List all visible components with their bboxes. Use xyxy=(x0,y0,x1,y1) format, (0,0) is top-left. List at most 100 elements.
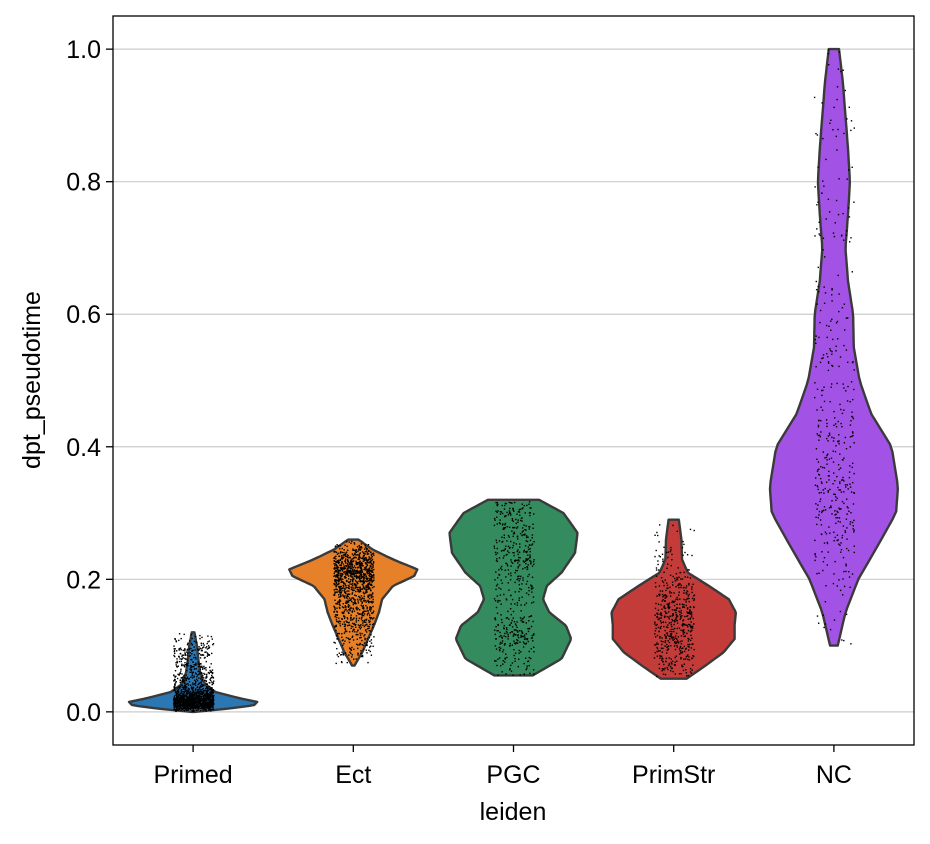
data-point xyxy=(344,591,346,593)
data-point xyxy=(524,512,526,514)
data-point xyxy=(177,694,179,696)
data-point xyxy=(684,576,686,578)
data-point xyxy=(667,556,669,559)
data-point xyxy=(661,590,664,592)
data-point xyxy=(203,677,205,679)
data-point xyxy=(687,658,689,661)
data-point xyxy=(193,705,195,707)
data-point xyxy=(196,691,198,693)
data-point xyxy=(852,361,854,363)
data-point xyxy=(176,705,179,707)
data-point xyxy=(336,567,338,569)
data-point xyxy=(347,549,349,551)
data-point xyxy=(212,695,214,697)
data-point xyxy=(660,617,662,619)
data-point xyxy=(364,634,366,636)
data-point xyxy=(363,573,366,575)
data-point xyxy=(839,403,841,406)
data-point xyxy=(203,657,206,659)
data-point xyxy=(201,636,203,639)
data-point xyxy=(524,567,526,569)
data-point xyxy=(688,623,690,626)
data-point xyxy=(815,477,817,479)
data-point xyxy=(361,632,363,635)
data-point xyxy=(209,699,212,701)
data-point xyxy=(358,617,361,619)
data-point xyxy=(849,241,851,243)
data-point xyxy=(666,612,668,614)
data-point xyxy=(827,198,830,200)
data-point xyxy=(347,560,349,562)
data-point xyxy=(533,673,535,675)
data-point xyxy=(367,570,370,573)
data-point xyxy=(524,529,526,531)
data-point xyxy=(351,540,353,543)
x-axis-label: leiden xyxy=(480,798,547,826)
data-point xyxy=(840,70,842,73)
data-point xyxy=(189,692,192,695)
data-point xyxy=(682,665,684,668)
data-point xyxy=(207,641,209,643)
data-point xyxy=(179,707,181,709)
data-point xyxy=(341,556,343,558)
data-point xyxy=(516,569,519,572)
data-point xyxy=(370,645,372,647)
data-point xyxy=(517,549,519,551)
data-point xyxy=(834,450,837,453)
data-point xyxy=(338,617,340,619)
data-point xyxy=(676,578,679,581)
data-point xyxy=(340,572,343,575)
data-point xyxy=(664,597,666,599)
data-point xyxy=(357,619,360,622)
data-point xyxy=(831,294,833,296)
data-point xyxy=(497,599,499,602)
data-point xyxy=(825,419,828,421)
data-point xyxy=(683,592,685,594)
data-point xyxy=(656,615,658,618)
data-point xyxy=(341,636,343,638)
data-point xyxy=(656,675,658,678)
data-point xyxy=(369,640,371,642)
data-point xyxy=(522,635,524,638)
data-point xyxy=(503,527,506,530)
data-point xyxy=(179,703,181,705)
data-point xyxy=(847,207,850,209)
data-point xyxy=(817,517,819,519)
data-point xyxy=(664,629,666,632)
data-point xyxy=(182,699,184,701)
data-point xyxy=(352,576,354,578)
data-point xyxy=(840,408,842,411)
data-point xyxy=(693,606,695,608)
data-point xyxy=(202,701,204,704)
data-point xyxy=(670,623,672,626)
data-point xyxy=(836,98,838,101)
data-point xyxy=(509,643,511,645)
data-point xyxy=(343,595,345,598)
data-point xyxy=(200,692,202,695)
data-point xyxy=(178,673,180,676)
data-point xyxy=(205,695,207,697)
data-point xyxy=(338,620,341,622)
data-point xyxy=(200,690,202,692)
data-point xyxy=(173,680,175,682)
data-point xyxy=(359,546,362,548)
data-point xyxy=(360,600,362,602)
data-point xyxy=(357,558,359,560)
data-point xyxy=(666,584,669,586)
data-point xyxy=(344,554,346,556)
data-point xyxy=(691,586,693,588)
data-point xyxy=(187,660,189,662)
data-point xyxy=(533,646,535,648)
data-point xyxy=(344,597,346,599)
data-point xyxy=(516,513,518,515)
data-point xyxy=(510,514,512,516)
y-tick-label: 0.4 xyxy=(66,434,101,462)
data-point xyxy=(366,563,368,565)
data-point xyxy=(357,644,359,646)
data-point xyxy=(354,575,356,578)
data-point xyxy=(196,703,198,706)
data-point xyxy=(368,561,370,564)
data-point xyxy=(679,598,681,600)
data-point xyxy=(368,601,370,604)
data-point xyxy=(837,420,839,423)
